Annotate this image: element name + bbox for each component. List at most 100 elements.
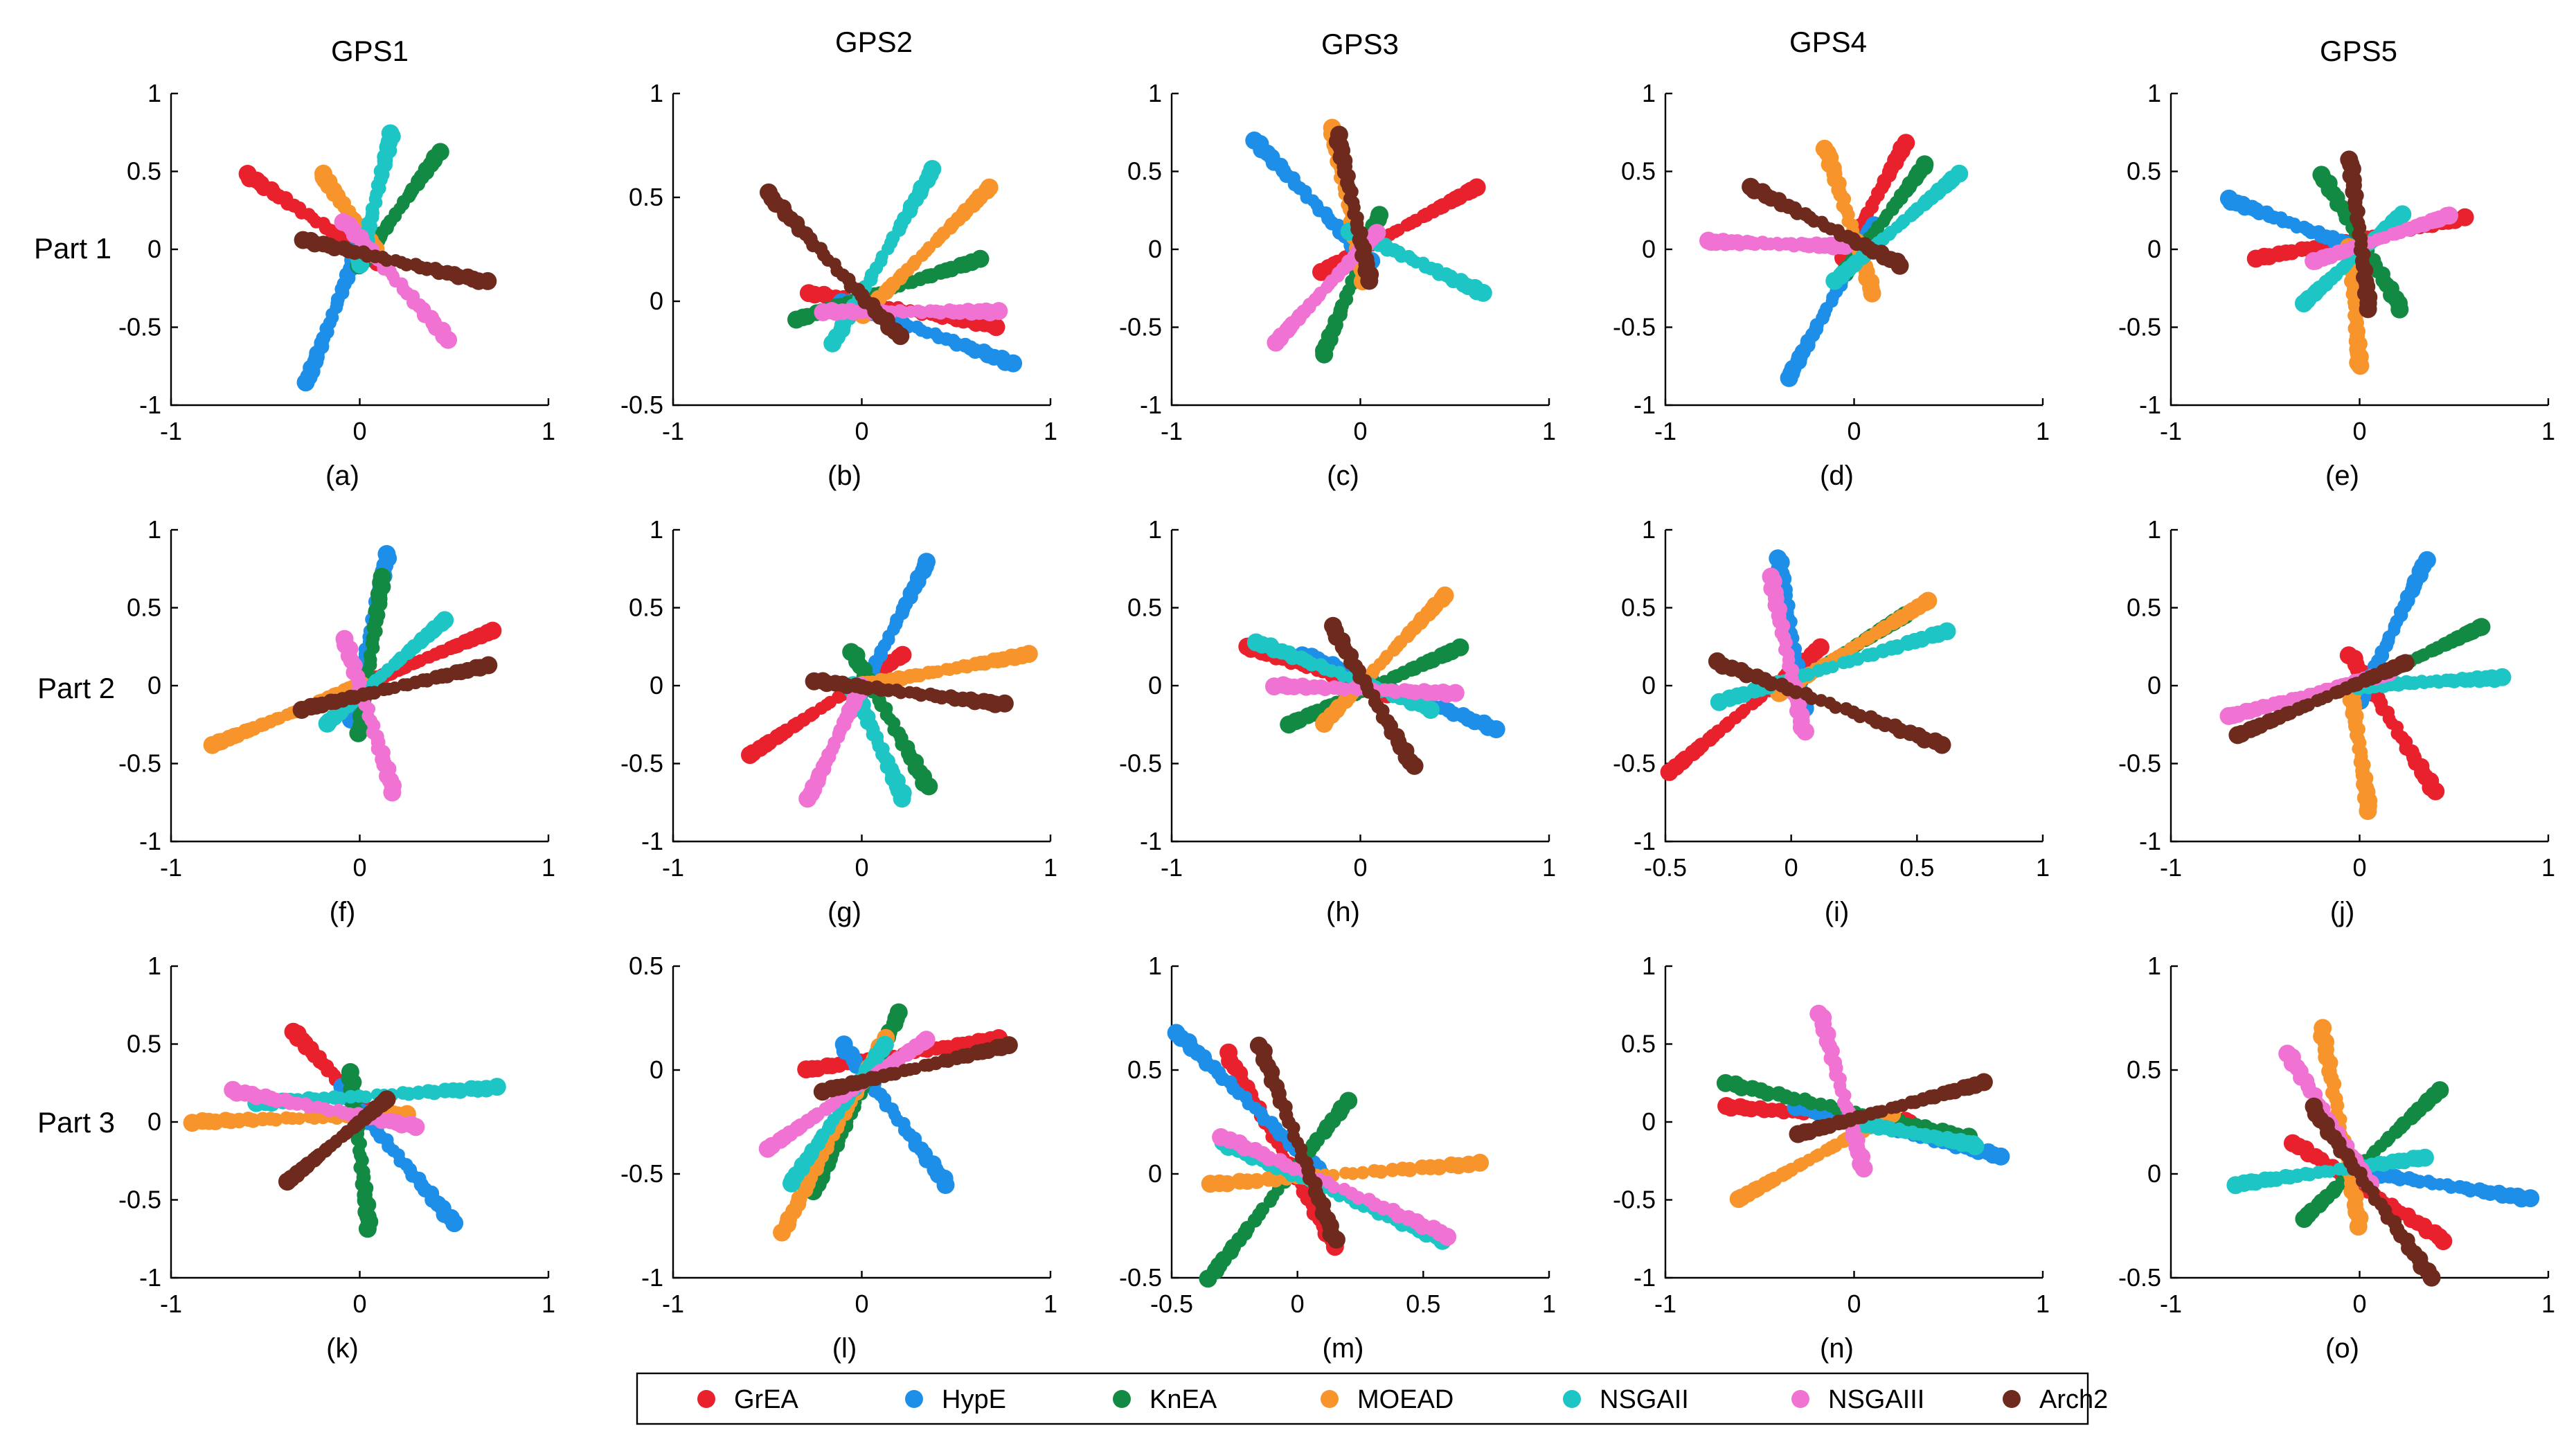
y-tick-label: 1 — [1642, 515, 1656, 544]
y-tick-label: -1 — [139, 391, 161, 419]
series-knea — [2312, 166, 2409, 319]
data-point-nsgaiii — [1854, 1159, 1873, 1178]
y-tick-label: 0 — [2147, 1159, 2161, 1188]
column-title-gps1: GPS1 — [331, 35, 409, 67]
y-tick-label: -1 — [641, 827, 663, 855]
series-nsgaiii — [1809, 1004, 1873, 1178]
series-arch2 — [292, 656, 498, 719]
subplot-label: (d) — [1820, 461, 1854, 491]
y-tick-label: -0.5 — [1613, 749, 1656, 778]
x-tick-label: -1 — [1161, 417, 1183, 445]
legend-marker-moead — [1321, 1390, 1339, 1408]
x-tick-label: 1 — [2036, 417, 2050, 445]
x-tick-label: 1 — [542, 853, 555, 882]
y-tick-label: 0 — [1642, 1107, 1656, 1136]
series-nsgaii — [1710, 622, 1956, 711]
data-point-arch2 — [2359, 300, 2377, 319]
y-tick-label: -1 — [1634, 1263, 1656, 1292]
data-point-nsgaii — [2393, 205, 2412, 224]
y-tick-label: -0.5 — [1119, 1263, 1162, 1292]
panel-e: -1 0 1 1 0.5 0 -0.5 -1 (e) — [2118, 79, 2555, 491]
data-point-nsgaii — [2323, 1165, 2336, 1178]
y-tick-label: 0.5 — [1127, 594, 1162, 622]
x-tick-label: 1 — [542, 417, 555, 445]
data-point-nsgaiii — [439, 330, 458, 349]
y-tick-label: 0.5 — [629, 594, 663, 622]
data-point-nsgaiii — [1438, 1227, 1457, 1246]
y-tick-label: 0 — [2147, 671, 2161, 699]
data-point-nsgaiii — [322, 1104, 336, 1118]
data-point-arch2 — [377, 1090, 396, 1109]
x-tick-label: 1 — [2036, 1290, 2050, 1318]
x-tick-label: 1 — [1542, 1290, 1556, 1318]
data-point-arch2 — [1327, 1230, 1345, 1249]
column-titles: GPS1 GPS2 GPS3 GPS4 GPS5 — [331, 26, 2397, 67]
y-tick-label: 1 — [147, 79, 161, 107]
y-tick-label: 0.5 — [1621, 157, 1656, 186]
y-tick-label: 0.5 — [629, 952, 663, 980]
x-tick-label: 0 — [855, 417, 868, 445]
row-label-part-2: Part 2 — [37, 672, 115, 704]
y-tick-label: -0.5 — [620, 391, 663, 419]
data-point-moead — [1374, 1164, 1388, 1179]
x-tick-label: 0 — [1353, 417, 1367, 445]
legend-label-hype: HypE — [942, 1385, 1006, 1414]
x-tick-label: 1 — [2541, 417, 2555, 445]
subplot-label: (b) — [828, 461, 861, 491]
y-tick-label: 0.5 — [629, 183, 663, 211]
y-tick-label: 0 — [2147, 235, 2161, 263]
y-tick-label: -1 — [1634, 391, 1656, 419]
data-point-arch2 — [2396, 654, 2415, 672]
data-point-knea — [373, 567, 391, 586]
x-tick-label: -0.5 — [1150, 1290, 1193, 1318]
x-tick-label: 0 — [1785, 853, 1798, 882]
x-tick-label: 0 — [352, 853, 366, 882]
data-point-nsgaii — [488, 1078, 506, 1096]
data-point-knea — [431, 143, 449, 161]
x-tick-label: 1 — [542, 1290, 555, 1318]
series-knea — [350, 143, 449, 275]
data-point-arch2 — [1360, 271, 1379, 290]
data-point-moead — [1471, 1153, 1490, 1172]
series-arch2 — [1742, 177, 1909, 275]
data-point-knea — [1759, 1085, 1776, 1102]
y-tick-label: -0.5 — [2118, 1263, 2161, 1292]
data-point-nsgaii — [1938, 622, 1956, 641]
data-point-nsgaii — [1801, 668, 1816, 681]
data-point-nsgaiii — [1446, 684, 1465, 702]
legend-label-knea: KnEA — [1150, 1385, 1217, 1414]
legend-item-nsgaiii: NSGAIII — [1791, 1385, 1924, 1414]
data-point-nsgaiii — [1327, 1181, 1340, 1194]
column-title-gps2: GPS2 — [835, 26, 913, 58]
data-point-nsgaii — [1950, 164, 1969, 183]
data-point-hype — [1004, 354, 1023, 373]
data-point-moead — [1402, 1161, 1417, 1177]
data-point-arch2 — [1763, 676, 1779, 692]
series-nsgaiii — [1212, 1128, 1457, 1246]
series-nsgaiii — [224, 1080, 425, 1137]
series-nsgaiii — [798, 677, 870, 808]
panel-n: -1 0 1 1 0.5 0 -0.5 -1 (n) — [1613, 952, 2050, 1364]
row-label-part-1: Part 1 — [34, 232, 111, 265]
y-tick-label: 1 — [1148, 79, 1162, 107]
x-tick-label: 1 — [1542, 853, 1556, 882]
x-tick-label: 0 — [2352, 417, 2366, 445]
y-tick-label: 1 — [1642, 79, 1656, 107]
series-arch2 — [760, 183, 910, 346]
data-point-moead — [1356, 1166, 1370, 1179]
data-point-grea — [1897, 134, 1915, 152]
legend-marker-hype — [905, 1390, 923, 1408]
data-point-arch2 — [1789, 685, 1803, 699]
x-tick-label: 0 — [1353, 853, 1367, 882]
data-point-moead — [2359, 802, 2377, 820]
data-point-hype — [918, 553, 936, 571]
panel-l: -1 0 1 0.5 0 -0.5 -1 (l) — [620, 952, 1057, 1364]
series-arch2 — [2228, 654, 2415, 745]
legend-marker-nsgaii — [1563, 1390, 1581, 1408]
subplot-grid: -1 0 110.50-0.5-1(a)-1 0 110.50-0.5(b)-1 0 110… — [118, 79, 2555, 1364]
subplot-label: (i) — [1825, 897, 1850, 927]
y-tick-label: -1 — [1140, 391, 1162, 419]
data-point-nsgaii — [436, 611, 454, 630]
y-tick-label: 0 — [147, 1107, 161, 1136]
